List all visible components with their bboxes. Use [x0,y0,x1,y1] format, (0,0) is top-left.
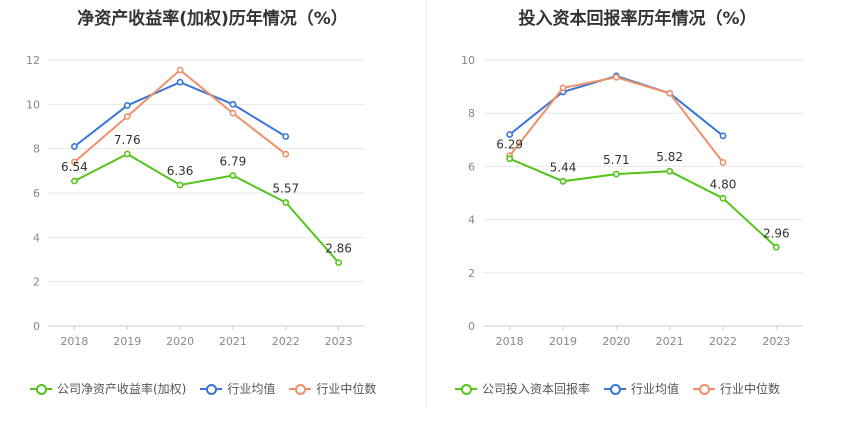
series-line-company [509,157,777,249]
data-point-company [612,170,620,178]
legend-swatch [289,383,312,395]
roic-chart-panel: 投入资本回报率历年情况（%） 0 2 4 6 8 10 2018 2019 2020 2021 20… [425,0,850,438]
series-line-company [73,152,340,264]
legend-label: 行业均值 [227,382,276,396]
y-tick-label: 6 [468,160,475,173]
legend-swatch [30,383,52,395]
data-point-industry_avg [506,131,514,138]
data-point-industry_avg [176,78,184,86]
data-label: 4.80 [710,177,737,191]
y-tick-label: 0 [33,320,40,333]
data-label: 6.79 [220,154,247,168]
data-point-company [229,172,237,179]
legend-item-industry_median[interactable]: 行业中位数 [289,380,376,397]
data-point-industry_median [612,73,620,81]
data-label: 6.36 [167,164,194,178]
roic-chart-legend: 公司投入资本回报率 行业均值 行业中位数 [455,380,780,397]
legend-item-industry_avg[interactable]: 行业均值 [604,380,679,397]
data-point-company [719,194,727,202]
data-point-company [282,199,290,206]
data-label: 5.44 [550,160,577,174]
series-line-industry_median [508,76,724,164]
data-point-industry_avg [719,132,727,140]
data-label: 6.54 [61,160,88,174]
legend-item-industry_avg[interactable]: 行业均值 [200,380,275,397]
y-tick-label: 2 [33,276,40,289]
x-tick-label: 2019 [113,335,141,348]
data-point-company [666,167,674,175]
data-label: 5.57 [272,182,299,196]
x-tick-label: 2018 [496,335,524,348]
data-label: 5.82 [656,150,683,164]
y-tick-label: 10 [26,98,40,111]
series-line-industry_avg [509,74,724,137]
data-label: 7.76 [114,133,141,147]
y-tick-label: 0 [468,320,475,333]
x-tick-label: 2019 [549,335,577,348]
x-tick-label: 2022 [272,335,300,348]
data-point-company [123,150,131,158]
y-tick-label: 6 [33,187,40,200]
data-point-company [506,155,514,163]
y-tick-label: 8 [33,143,40,156]
legend-label: 行业均值 [631,382,680,396]
x-tick-label: 2020 [166,335,194,348]
legend-label: 公司净资产收益率(加权) [57,382,187,396]
data-point-company [71,177,78,185]
data-label: 5.71 [603,153,630,167]
series-line-industry_avg [73,81,287,148]
legend-item-company[interactable]: 公司净资产收益率(加权) [30,380,186,397]
x-tick-label: 2023 [762,335,790,348]
roe-chart-legend: 公司净资产收益率(加权) 行业均值 行业中位数 [30,380,376,397]
data-point-industry_median [719,159,727,166]
y-tick-label: 4 [33,231,40,244]
x-tick-label: 2021 [656,335,684,348]
legend-swatch [693,383,716,395]
data-point-industry_median [229,109,237,117]
data-point-company [559,177,567,185]
roic-chart-title: 投入资本回报率历年情况（%） [518,9,757,29]
legend-label: 行业中位数 [316,382,377,396]
data-point-industry_median [123,113,131,120]
data-point-company [772,243,780,251]
data-point-industry_median [71,158,78,166]
roe-chart-title: 净资产收益率(加权)历年情况（%） [77,9,348,29]
data-point-industry_median [282,150,290,158]
data-point-industry_avg [229,100,237,108]
roic-line-chart: 0 2 4 6 8 10 2018 2019 2020 2021 2022 2023 6.29 5.44 5… [461,54,803,348]
x-tick-label: 2023 [325,335,353,348]
legend-item-industry_median[interactable]: 行业中位数 [693,380,780,397]
legend-swatch [455,383,477,395]
legend-item-company[interactable]: 公司投入资本回报率 [455,380,590,397]
legend-label: 行业中位数 [720,382,781,396]
y-tick-label: 10 [461,54,475,67]
x-tick-label: 2020 [602,335,630,348]
legend-label: 公司投入资本回报率 [482,382,591,396]
data-label: 2.86 [325,242,352,256]
data-point-industry_median [666,89,674,97]
data-point-industry_avg [123,102,131,109]
data-label: 6.29 [496,138,523,152]
y-tick-label: 2 [468,267,475,280]
roe-line-chart: 0 2 4 6 8 10 12 2018 2019 2020 2021 2022 2023 6.54 7.7… [26,54,365,348]
data-point-industry_avg [282,133,290,140]
panel-divider [426,0,427,408]
legend-swatch [604,383,627,395]
x-tick-label: 2018 [60,335,88,348]
data-point-industry_avg [71,143,78,150]
y-tick-label: 12 [26,54,40,67]
data-point-company [335,259,342,267]
x-tick-label: 2022 [709,335,737,348]
data-point-company [176,181,184,189]
data-point-industry_median [176,66,184,74]
y-tick-label: 4 [468,214,475,227]
data-point-industry_median [559,84,567,92]
roe-chart-panel: 净资产收益率(加权)历年情况（%） 0 2 4 6 8 10 12 2018 2019 2020 2… [26,9,376,397]
legend-swatch [200,383,223,395]
y-tick-label: 8 [468,107,475,120]
x-tick-label: 2021 [219,335,247,348]
data-label: 2.96 [763,226,790,240]
